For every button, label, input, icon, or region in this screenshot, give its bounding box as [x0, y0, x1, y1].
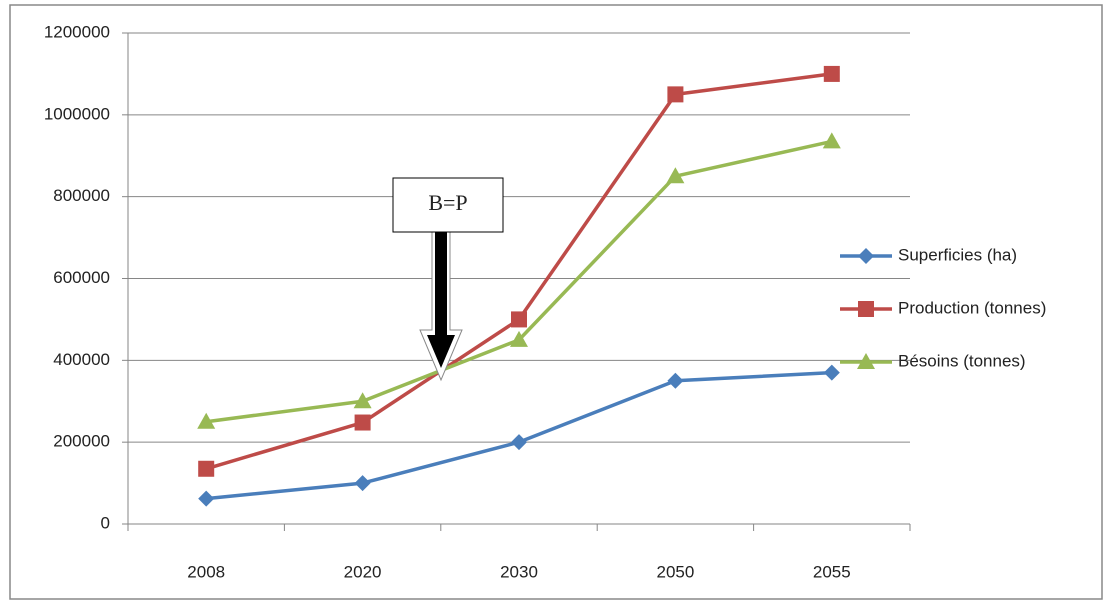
- marker: [667, 372, 684, 389]
- legend-marker: [858, 301, 874, 317]
- arrow: [427, 232, 455, 368]
- y-tick-label: 1200000: [44, 22, 110, 41]
- y-tick-label: 400000: [53, 350, 110, 369]
- marker: [198, 460, 215, 477]
- y-tick-label: 600000: [53, 268, 110, 287]
- marker: [197, 412, 216, 429]
- marker: [354, 475, 371, 492]
- x-tick-label: 2020: [344, 562, 382, 581]
- legend-label: Production (tonnes): [898, 298, 1046, 317]
- marker: [823, 65, 840, 82]
- marker: [666, 167, 685, 184]
- marker: [354, 414, 371, 431]
- y-tick-label: 0: [101, 513, 110, 532]
- marker: [823, 364, 840, 381]
- legend-marker: [857, 353, 875, 369]
- marker: [511, 434, 527, 451]
- x-tick-label: 2050: [656, 562, 694, 581]
- annotation-box: [392, 177, 504, 233]
- x-tick-label: 2055: [813, 562, 851, 581]
- marker: [511, 311, 527, 328]
- y-tick-label: 1000000: [44, 104, 110, 123]
- legend-label: Bésoins (tonnes): [898, 351, 1026, 370]
- x-tick-label: 2008: [187, 562, 225, 581]
- marker: [353, 392, 372, 409]
- y-tick-label: 200000: [53, 432, 110, 451]
- legend-label: Superficies (ha): [898, 245, 1017, 264]
- x-tick-label: 2030: [500, 562, 538, 581]
- marker: [198, 490, 215, 507]
- annotation-text: B=P: [428, 190, 467, 215]
- marker: [822, 132, 841, 149]
- marker: [667, 86, 684, 103]
- y-tick-label: 800000: [53, 186, 110, 205]
- legend-marker: [858, 248, 874, 264]
- marker: [510, 330, 528, 347]
- annotation: B=P: [392, 177, 504, 382]
